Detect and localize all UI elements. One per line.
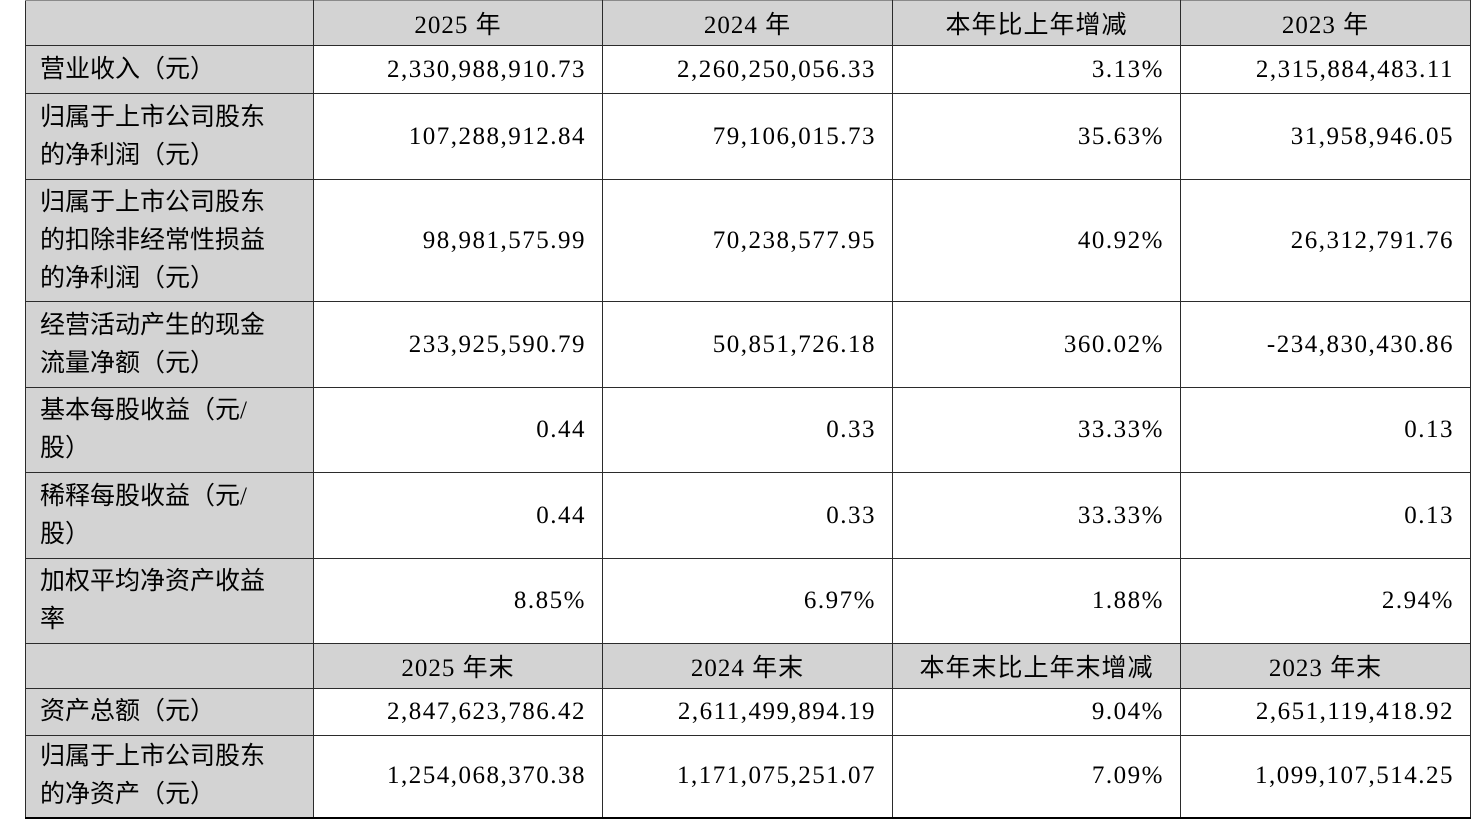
- table-row-operating-cash-flow: 经营活动产生的现金 流量净额（元） 233,925,590.79 50,851,…: [25, 301, 1471, 388]
- value-2024: 2,260,250,056.33: [602, 45, 893, 94]
- metric-label: 资产总额（元）: [25, 688, 314, 736]
- column-header-2025-end: 2025 年末: [313, 643, 603, 689]
- value-2024: 79,106,015.73: [602, 93, 893, 180]
- metric-label: 加权平均净资产收益 率: [25, 558, 314, 644]
- value-change: 35.63%: [892, 93, 1181, 180]
- value-2024: 6.97%: [602, 558, 893, 644]
- table-row-basic-eps: 基本每股收益（元/ 股） 0.44 0.33 33.33% 0.13: [25, 387, 1471, 473]
- value-2023: -234,830,430.86: [1180, 301, 1471, 388]
- metric-label: 归属于上市公司股东 的净资产（元）: [25, 735, 314, 819]
- table-row-diluted-eps: 稀释每股收益（元/ 股） 0.44 0.33 33.33% 0.13: [25, 472, 1471, 559]
- metric-label: 营业收入（元）: [25, 45, 314, 94]
- value-2025: 233,925,590.79: [313, 301, 603, 388]
- value-2023: 31,958,946.05: [1180, 93, 1471, 180]
- period-end-header-row: 2025 年末 2024 年末 本年末比上年末增减 2023 年末: [25, 643, 1471, 689]
- value-2023: 26,312,791.76: [1180, 179, 1471, 302]
- financial-summary-table: 2025 年 2024 年 本年比上年增减 2023 年 营业收入（元） 2,3…: [25, 0, 1471, 819]
- value-2024: 50,851,726.18: [602, 301, 893, 388]
- metric-label: 基本每股收益（元/ 股）: [25, 387, 314, 473]
- column-header-2023: 2023 年: [1180, 0, 1471, 46]
- value-change: 360.02%: [892, 301, 1181, 388]
- metric-label: 归属于上市公司股东 的净利润（元）: [25, 93, 314, 180]
- column-header-2025: 2025 年: [313, 0, 603, 46]
- value-2025: 8.85%: [313, 558, 603, 644]
- column-header-2023-end: 2023 年末: [1180, 643, 1471, 689]
- corner-cell: [25, 643, 314, 689]
- table-row-net-assets: 归属于上市公司股东 的净资产（元） 1,254,068,370.38 1,171…: [25, 735, 1471, 819]
- value-2023: 1,099,107,514.25: [1180, 735, 1471, 819]
- value-change: 9.04%: [892, 688, 1181, 736]
- value-2024: 2,611,499,894.19: [602, 688, 893, 736]
- value-2025: 2,847,623,786.42: [313, 688, 603, 736]
- column-header-end-change: 本年末比上年末增减: [892, 643, 1181, 689]
- value-2023: 0.13: [1180, 387, 1471, 473]
- value-change: 7.09%: [892, 735, 1181, 819]
- value-2025: 1,254,068,370.38: [313, 735, 603, 819]
- value-2025: 0.44: [313, 387, 603, 473]
- metric-label: 归属于上市公司股东 的扣除非经常性损益 的净利润（元）: [25, 179, 314, 302]
- value-change: 3.13%: [892, 45, 1181, 94]
- column-header-2024: 2024 年: [602, 0, 893, 46]
- value-2025: 98,981,575.99: [313, 179, 603, 302]
- table-row-total-assets: 资产总额（元） 2,847,623,786.42 2,611,499,894.1…: [25, 688, 1471, 736]
- value-2023: 2.94%: [1180, 558, 1471, 644]
- value-2024: 70,238,577.95: [602, 179, 893, 302]
- value-change: 33.33%: [892, 472, 1181, 559]
- metric-label: 稀释每股收益（元/ 股）: [25, 472, 314, 559]
- value-2025: 2,330,988,910.73: [313, 45, 603, 94]
- value-change: 33.33%: [892, 387, 1181, 473]
- table-row-net-profit: 归属于上市公司股东 的净利润（元） 107,288,912.84 79,106,…: [25, 93, 1471, 180]
- value-2024: 0.33: [602, 472, 893, 559]
- value-change: 40.92%: [892, 179, 1181, 302]
- column-header-change: 本年比上年增减: [892, 0, 1181, 46]
- table-row-revenue: 营业收入（元） 2,330,988,910.73 2,260,250,056.3…: [25, 45, 1471, 94]
- value-2023: 2,315,884,483.11: [1180, 45, 1471, 94]
- value-2023: 0.13: [1180, 472, 1471, 559]
- value-2024: 1,171,075,251.07: [602, 735, 893, 819]
- column-header-2024-end: 2024 年末: [602, 643, 893, 689]
- value-2024: 0.33: [602, 387, 893, 473]
- value-change: 1.88%: [892, 558, 1181, 644]
- metric-label: 经营活动产生的现金 流量净额（元）: [25, 301, 314, 388]
- corner-cell: [25, 0, 314, 46]
- table-row-weighted-avg-roe: 加权平均净资产收益 率 8.85% 6.97% 1.88% 2.94%: [25, 558, 1471, 644]
- value-2025: 107,288,912.84: [313, 93, 603, 180]
- period-header-row: 2025 年 2024 年 本年比上年增减 2023 年: [25, 0, 1471, 46]
- value-2025: 0.44: [313, 472, 603, 559]
- value-2023: 2,651,119,418.92: [1180, 688, 1471, 736]
- table-row-deducted-net-profit: 归属于上市公司股东 的扣除非经常性损益 的净利润（元） 98,981,575.9…: [25, 179, 1471, 302]
